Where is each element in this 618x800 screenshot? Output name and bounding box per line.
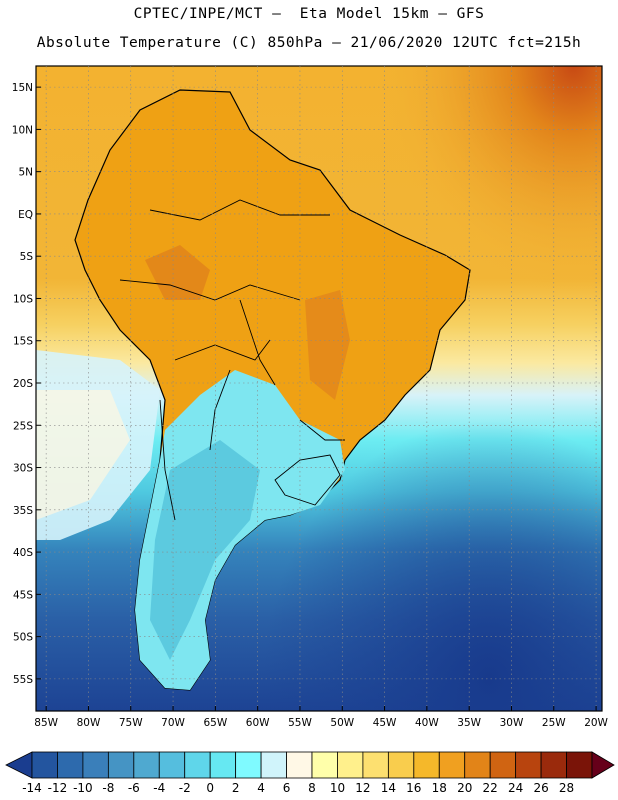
colorbar-label: 4 xyxy=(257,781,265,795)
colorbar-swatch xyxy=(489,751,517,779)
lon-label: 40W xyxy=(415,717,439,729)
pacific-pale-band xyxy=(36,390,130,520)
colorbar-label: -14 xyxy=(22,781,42,795)
colorbar-label: 16 xyxy=(406,781,421,795)
warm-patch-amazon xyxy=(145,245,210,300)
colorbar-swatch xyxy=(57,751,84,779)
colorbar: -14 -12 -10 -8 -6 -4 -2 0 2 4 6 8 10 12 14 16 18 20 22 24 26… xyxy=(5,751,615,795)
lat-label: 5S xyxy=(20,251,34,263)
colorbar-swatch xyxy=(311,751,338,779)
lon-label: 70W xyxy=(161,717,185,729)
lat-label: 5N xyxy=(18,167,33,179)
colorbar-swatch xyxy=(362,751,389,779)
lon-label: 50W xyxy=(330,717,354,729)
lon-label: 75W xyxy=(119,717,143,729)
colorbar-swatch xyxy=(158,751,186,779)
warm-patch-brazil xyxy=(305,290,350,400)
lat-label: 15S xyxy=(13,336,33,348)
colorbar-label: 6 xyxy=(283,781,291,795)
colorbar-label: 20 xyxy=(457,781,472,795)
colorbar-label: -4 xyxy=(153,781,165,795)
colorbar-label: 8 xyxy=(308,781,316,795)
temperature-map: 15N 10N 5N EQ 5S 10S 15S 20S 25S 30S 35S 40S 45S 50S 5… xyxy=(12,65,609,729)
map-title: CPTEC/INPE/MCT – Eta Model 15km – GFS xyxy=(133,6,485,22)
lat-label: 15N xyxy=(12,82,33,94)
lat-label: 25S xyxy=(13,420,33,432)
lon-label: 45W xyxy=(373,717,397,729)
colorbar-swatch xyxy=(286,751,313,779)
colorbar-label: 0 xyxy=(206,781,214,795)
map-subtitle: Absolute Temperature (C) 850hPa – 21/06/… xyxy=(36,35,582,51)
lon-label: 20W xyxy=(584,717,608,729)
colorbar-swatch xyxy=(438,751,466,779)
colorbar-swatch xyxy=(260,751,287,779)
lon-label: 65W xyxy=(203,717,227,729)
lon-label: 55W xyxy=(288,717,312,729)
colorbar-label: 28 xyxy=(559,781,574,795)
lat-label: 10S xyxy=(13,293,33,305)
colorbar-swatches xyxy=(5,751,615,779)
lon-label: 85W xyxy=(34,717,58,729)
colorbar-swatch xyxy=(515,751,542,779)
colorbar-label: -10 xyxy=(73,781,93,795)
lat-label: 20S xyxy=(13,378,33,390)
colder-andes xyxy=(150,440,260,660)
colorbar-swatch xyxy=(133,751,160,779)
colorbar-label: -2 xyxy=(179,781,191,795)
map-frame xyxy=(35,65,603,712)
colorbar-label: 24 xyxy=(508,781,523,795)
lon-label: 35W xyxy=(457,717,481,729)
lat-label: 45S xyxy=(13,589,33,601)
colorbar-swatch xyxy=(82,751,109,779)
colorbar-swatch xyxy=(337,751,364,779)
colorbar-arrow-low xyxy=(5,751,33,779)
colorbar-label: 10 xyxy=(330,781,345,795)
latitude-labels: 15N 10N 5N EQ 5S 10S 15S 20S 25S 30S 35S 40S 45S 50S 5… xyxy=(12,82,41,686)
colorbar-labels: -14 -12 -10 -8 -6 -4 -2 0 2 4 6 8 10 12 14 16 18 20 22 24 26… xyxy=(22,781,574,795)
colorbar-label: -12 xyxy=(48,781,68,795)
colorbar-label: 14 xyxy=(381,781,396,795)
colorbar-swatch xyxy=(413,751,440,779)
colorbar-swatch xyxy=(31,751,58,779)
colorbar-swatch xyxy=(209,751,237,779)
colorbar-swatch xyxy=(107,751,135,779)
lat-label: 55S xyxy=(13,674,33,686)
lon-label: 25W xyxy=(542,717,566,729)
lat-label: 50S xyxy=(13,632,33,644)
lon-label: 60W xyxy=(246,717,270,729)
colorbar-label: 26 xyxy=(533,781,548,795)
lat-label: 10N xyxy=(12,124,33,136)
colorbar-swatch xyxy=(464,751,491,779)
country-borders xyxy=(119,199,345,521)
colorbar-label: 18 xyxy=(432,781,447,795)
colorbar-swatch xyxy=(235,751,262,779)
colorbar-swatch xyxy=(387,751,415,779)
lat-label: EQ xyxy=(18,209,33,221)
lat-label: 30S xyxy=(13,463,33,475)
colorbar-arrow-high xyxy=(591,751,615,779)
colorbar-swatch xyxy=(184,751,211,779)
lat-label: 40S xyxy=(13,547,33,559)
colorbar-label: 2 xyxy=(232,781,240,795)
lon-label: 30W xyxy=(500,717,524,729)
colorbar-swatch xyxy=(566,751,593,779)
lat-label: 35S xyxy=(13,505,33,517)
colorbar-label: 12 xyxy=(355,781,370,795)
colorbar-label: -8 xyxy=(102,781,114,795)
colorbar-label: -6 xyxy=(128,781,140,795)
colorbar-label: 22 xyxy=(483,781,498,795)
longitude-labels: 85W 80W 75W 70W 65W 60W 55W 50W 45W 40W 35W 30W 25W 2… xyxy=(34,706,609,729)
colorbar-swatch xyxy=(540,751,567,779)
lon-label: 80W xyxy=(77,717,101,729)
